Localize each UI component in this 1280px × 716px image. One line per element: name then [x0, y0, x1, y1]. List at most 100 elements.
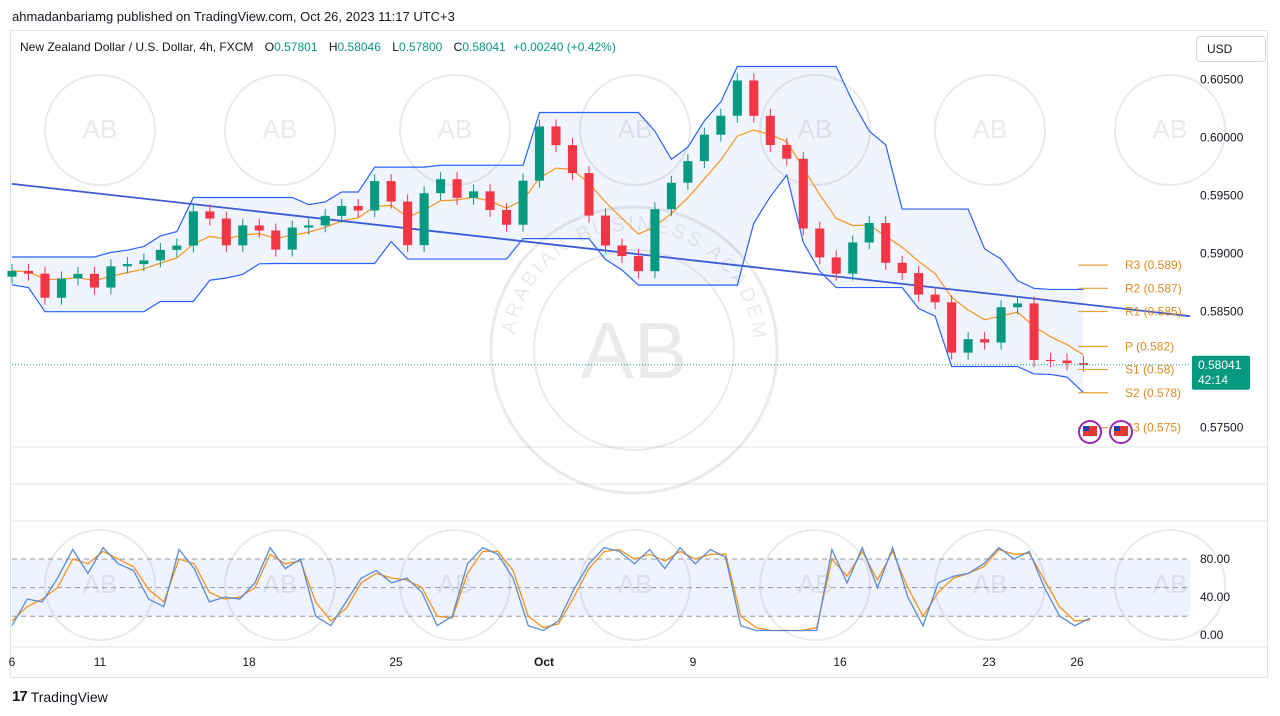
price-axis-label: 0.59000	[1200, 247, 1244, 261]
candle-body	[106, 266, 116, 288]
candle-body	[89, 273, 99, 288]
us-flag-stripes-icon	[1083, 426, 1097, 436]
price-tag-countdown: 42:14	[1198, 373, 1228, 387]
candle-body	[815, 228, 825, 258]
candle-body	[304, 225, 314, 228]
candle-body	[370, 181, 380, 211]
candle-body	[864, 223, 874, 243]
candle-body	[139, 260, 149, 265]
candle-body	[23, 270, 34, 274]
candle-body	[1046, 359, 1056, 361]
watermark-seal-icon	[1114, 74, 1226, 186]
candle-body	[287, 227, 297, 250]
low-value: 0.57800	[398, 40, 443, 54]
low-label: L	[392, 40, 399, 54]
candle-body	[980, 339, 990, 343]
watermark-text: AB	[438, 569, 473, 599]
candle-body	[7, 270, 17, 277]
candle-body	[1078, 363, 1089, 365]
tradingview-brand: TradingView	[30, 688, 108, 705]
candle-body	[798, 158, 808, 229]
candle-body	[650, 209, 660, 272]
watermark-text: AB	[1153, 114, 1188, 144]
candle-body	[749, 80, 759, 116]
price-axis-label: 0.60000	[1200, 130, 1244, 144]
time-axis-label: 18	[242, 655, 256, 669]
symbol-name: New Zealand Dollar / U.S. Dollar, 4h, FX…	[20, 40, 254, 54]
candle-body	[881, 223, 891, 263]
candle-body	[551, 126, 561, 146]
pivot-label-r2: R2 (0.587)	[1125, 281, 1182, 295]
stoch-axis-label: 0.00	[1200, 628, 1224, 642]
watermark-big-seal-icon	[489, 205, 779, 495]
candle-body	[930, 294, 940, 303]
watermark-seal-icon	[759, 529, 871, 641]
stoch-k-line	[11, 545, 1091, 632]
pivot-label-s2: S2 (0.578)	[1125, 386, 1181, 400]
watermark-text: AB	[83, 569, 118, 599]
pivot-label-r3: R3 (0.589)	[1125, 258, 1182, 272]
candle-body	[996, 307, 1006, 343]
donchian-fill	[12, 66, 1084, 393]
us-flag-canton-icon	[1083, 426, 1089, 431]
candle-body	[56, 278, 66, 298]
candle-body	[337, 205, 347, 216]
candle-body	[765, 115, 775, 145]
candle-body	[732, 80, 742, 116]
watermark-text: AB	[973, 569, 1008, 599]
candle-body	[386, 181, 396, 202]
pivot-label-p: P (0.582)	[1125, 339, 1174, 353]
watermark-seal-icon	[399, 529, 511, 641]
watermark-big-text: AB	[581, 306, 688, 395]
candle-body	[897, 262, 907, 273]
us-flag-stripes-icon	[1114, 426, 1128, 436]
donchian-lower-line	[11, 173, 1084, 394]
candle-body	[848, 242, 858, 274]
watermark-seal-icon	[759, 74, 871, 186]
candle-body	[155, 249, 165, 261]
tradingview-logo[interactable]: 17 TradingView	[12, 688, 108, 705]
candle-body	[254, 225, 264, 231]
time-axis-label: 16	[833, 655, 847, 669]
price-axis-label: 0.60500	[1200, 72, 1244, 86]
stoch-axis-label: 40.00	[1200, 590, 1230, 604]
watermark-text: AB	[618, 569, 653, 599]
watermark-seal-icon	[224, 529, 336, 641]
candle-body	[914, 272, 924, 295]
us-flag-canton-icon	[1114, 426, 1120, 431]
candle-body	[436, 179, 446, 194]
symbol-legend: New Zealand Dollar / U.S. Dollar, 4h, FX…	[20, 40, 616, 54]
candle-body	[699, 134, 709, 162]
watermark-text: AB	[618, 114, 653, 144]
pivot-label-s3: S3 (0.575)	[1125, 421, 1181, 435]
time-axis-label: 23	[982, 655, 996, 669]
chart-frame	[10, 30, 1268, 678]
publisher-line: ahmadanbariamg published on TradingView.…	[12, 9, 455, 24]
candle-body	[469, 191, 479, 198]
watermark-text: AB	[263, 114, 298, 144]
candle-body	[353, 205, 363, 211]
candle-body	[452, 179, 462, 198]
high-value: 0.58046	[337, 40, 381, 54]
candle-body	[831, 257, 841, 274]
candles-group	[7, 73, 1089, 372]
watermark-text: AB	[438, 114, 473, 144]
candle-body	[1062, 360, 1072, 364]
candle-body	[1013, 303, 1023, 308]
ema-line	[11, 129, 1084, 356]
open-label: O	[264, 40, 275, 54]
candle-body	[567, 145, 578, 174]
candle-body	[205, 211, 215, 219]
candle-body	[947, 302, 957, 353]
candle-body	[502, 209, 512, 225]
high-label: H	[328, 40, 338, 54]
watermark-big-seal-inner-icon	[533, 249, 735, 451]
currency-button[interactable]: USD	[1196, 36, 1266, 62]
open-value: 0.57801	[274, 40, 318, 54]
candle-body	[238, 225, 248, 246]
candle-body	[716, 115, 726, 135]
watermark-seal-icon	[224, 74, 336, 186]
candle-body	[40, 273, 50, 298]
watermark-text: AB	[798, 114, 833, 144]
